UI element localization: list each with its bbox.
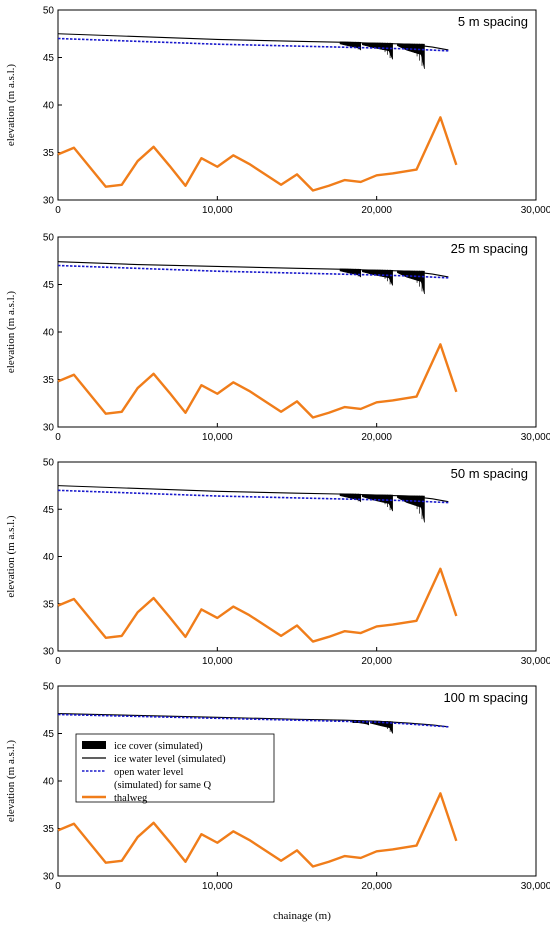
ice-cover-region	[397, 43, 425, 69]
panel-title: 100 m spacing	[443, 690, 528, 705]
legend-label: ice cover (simulated)	[114, 741, 203, 752]
ice-cover-region	[397, 495, 425, 523]
y-tick-label: 30	[43, 196, 55, 207]
panel-title: 5 m spacing	[458, 14, 528, 29]
y-tick-label: 40	[43, 101, 55, 112]
x-tick-label: 0	[55, 881, 61, 892]
x-tick-label: 20,000	[361, 656, 392, 667]
legend-label: (simulated) for same Q	[114, 780, 212, 791]
legend-label: thalweg	[114, 793, 148, 804]
x-tick-label: 0	[55, 205, 61, 216]
y-tick-label: 40	[43, 777, 55, 788]
chart-panel-1: 30 35 40 45 50 0 10,000 20,000 30,000 elevation (…	[5, 6, 550, 217]
chart-panel-2: 30 35 40 45 50 0 10,000 20,000 30,000 elevation (…	[5, 233, 550, 444]
panel-title: 25 m spacing	[451, 241, 528, 256]
x-tick-label: 30,000	[521, 205, 550, 216]
y-tick-label: 45	[43, 505, 55, 516]
panel-title: 50 m spacing	[451, 466, 528, 481]
y-axis-title: elevation (m a.s.l.)	[5, 515, 17, 598]
x-tick-label: 20,000	[361, 432, 392, 443]
x-axis-title: chainage (m)	[273, 910, 331, 922]
y-tick-label: 40	[43, 552, 55, 563]
y-axis-title: elevation (m a.s.l.)	[5, 291, 17, 374]
chart-panel-3: 30 35 40 45 50 0 10,000 20,000 30,000 elevation (…	[5, 458, 550, 668]
chart-panels: 30 35 40 45 50 0 10,000 20,000 30,000 elevation (…	[5, 6, 550, 893]
y-tick-label: 50	[43, 6, 55, 17]
y-tick-label: 40	[43, 328, 55, 339]
y-axis-title: elevation (m a.s.l.)	[5, 740, 17, 823]
y-tick-label: 50	[43, 458, 55, 469]
y-tick-label: 35	[43, 375, 55, 386]
y-axis-title: elevation (m a.s.l.)	[5, 64, 17, 147]
ice-cover-region	[397, 270, 425, 295]
x-tick-label: 20,000	[361, 205, 392, 216]
legend-label: ice water level (simulated)	[114, 754, 226, 765]
x-tick-label: 30,000	[521, 881, 550, 892]
y-tick-label: 45	[43, 280, 55, 291]
x-tick-label: 10,000	[202, 656, 233, 667]
y-tick-label: 45	[43, 53, 55, 64]
legend-label: open water level	[114, 767, 183, 778]
legend-swatch-ice-cover	[82, 741, 106, 749]
y-tick-label: 35	[43, 599, 55, 610]
legend: ice cover (simulated) ice water level (si…	[75, 733, 275, 804]
y-tick-label: 50	[43, 233, 55, 244]
x-tick-label: 0	[55, 432, 61, 443]
y-tick-label: 30	[43, 647, 55, 658]
x-tick-label: 0	[55, 656, 61, 667]
x-tick-label: 10,000	[202, 205, 233, 216]
y-tick-label: 30	[43, 423, 55, 434]
y-tick-label: 35	[43, 148, 55, 159]
x-tick-label: 30,000	[521, 656, 550, 667]
y-tick-label: 45	[43, 729, 55, 740]
y-tick-label: 35	[43, 824, 55, 835]
x-tick-label: 10,000	[202, 432, 233, 443]
legend-box	[75, 733, 275, 803]
x-tick-label: 20,000	[361, 881, 392, 892]
x-tick-label: 30,000	[521, 432, 550, 443]
y-tick-label: 50	[43, 682, 55, 693]
y-tick-label: 30	[43, 872, 55, 883]
x-tick-label: 10,000	[202, 881, 233, 892]
